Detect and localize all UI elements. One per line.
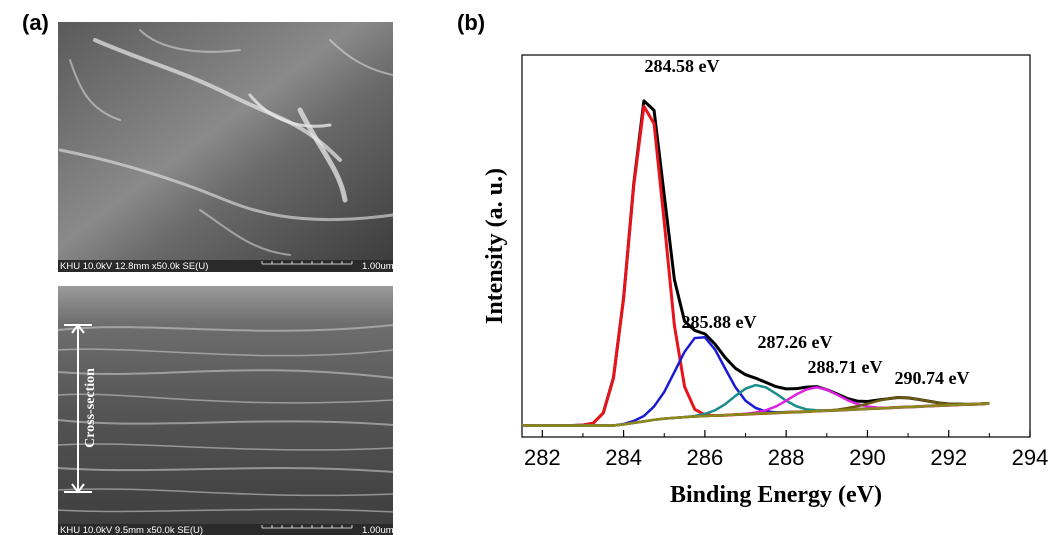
panel-label: (b) [457, 10, 485, 35]
x-tick-label: 284 [605, 445, 642, 470]
xps-chart: Binding Energy (eV) Intensity (a. u.) 28… [482, 54, 1049, 508]
x-axis-label: Binding Energy (eV) [670, 482, 882, 508]
y-axis-label: Intensity (a. u.) [482, 168, 508, 324]
peak-annotation: 288.71 eV [808, 357, 883, 377]
sem-info: KHU 10.0kV 9.5mm x50.0k SE(U) [60, 525, 203, 535]
peak-annotation: 290.74 eV [895, 368, 970, 388]
x-tick-label: 282 [524, 445, 561, 470]
sem-info-bar [58, 260, 393, 272]
panel-label: (a) [22, 10, 49, 35]
peak-annotation: 284.58 eV [645, 56, 720, 76]
sem-texture [58, 29, 395, 256]
x-tick-label: 286 [687, 445, 724, 470]
sem-surface [58, 286, 393, 535]
sem-image-top: KHU 10.0kV 12.8mm x50.0k SE(U) 1.00um [58, 22, 395, 272]
x-tick-label: 288 [768, 445, 805, 470]
peak-annotation: 285.88 eV [682, 312, 757, 332]
x-tick-label: 294 [1012, 445, 1049, 470]
x-tick-label: 290 [849, 445, 886, 470]
scale-bar [261, 525, 353, 529]
xps-curve [522, 402, 990, 427]
sem-scale: 1.00um [362, 525, 394, 535]
plot-frame [521, 54, 1031, 438]
sem-surface [58, 22, 393, 272]
scale-bar [261, 261, 353, 265]
sem-info: KHU 10.0kV 12.8mm x50.0k SE(U) [60, 261, 208, 272]
cross-section-arrow [64, 323, 92, 494]
sem-image-bottom: Cross-section KHU 10.0kV 9.5mm x50.0k SE… [57, 286, 394, 535]
x-tick-label: 292 [930, 445, 967, 470]
cross-section-label: Cross-section [83, 368, 98, 448]
sem-info-bar [58, 524, 393, 535]
sem-texture [57, 324, 394, 513]
peak-annotation: 287.26 eV [758, 332, 833, 352]
sem-scale: 1.00um [362, 261, 394, 272]
